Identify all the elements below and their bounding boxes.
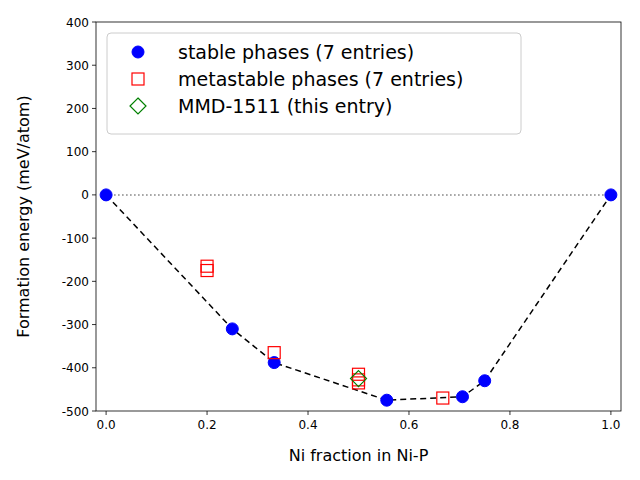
point xyxy=(437,392,449,404)
y-tick xyxy=(92,324,96,325)
point xyxy=(226,323,238,335)
y-tick-label: 300 xyxy=(66,59,89,73)
legend-box xyxy=(107,33,521,134)
line xyxy=(106,195,611,400)
legend-label: MMD-1511 (this entry) xyxy=(178,95,392,117)
y-tick xyxy=(92,238,96,239)
plot-marks xyxy=(100,189,617,406)
x-tick xyxy=(308,411,309,415)
point xyxy=(605,189,617,201)
y-tick xyxy=(92,22,96,23)
legend: stable phases (7 entries) metastable phas… xyxy=(107,33,521,134)
legend-marker xyxy=(132,73,144,85)
y-tick-label: -500 xyxy=(62,405,89,419)
x-tick-label: 1.0 xyxy=(601,418,620,432)
point xyxy=(201,260,213,272)
legend-marker xyxy=(132,46,144,58)
chart: 0.0 0.2 0.4 0.6 0.8 1.0 -500 -400 -300 -200 -100 0 1… xyxy=(0,0,640,480)
legend-marker xyxy=(130,98,146,114)
frame xyxy=(96,22,621,411)
y-tick-label: -300 xyxy=(62,318,89,332)
x-tick-label: 0.2 xyxy=(198,418,217,432)
x-tick xyxy=(610,411,611,415)
point xyxy=(100,189,112,201)
y-tick xyxy=(92,194,96,195)
x-tick xyxy=(408,411,409,415)
y-tick-label: 200 xyxy=(66,102,89,116)
line xyxy=(106,194,611,196)
y-tick xyxy=(92,108,96,109)
point xyxy=(479,375,491,387)
x-tick-label: 0.8 xyxy=(500,418,519,432)
y-tick xyxy=(92,411,96,412)
point xyxy=(381,394,393,406)
legend-label: metastable phases (7 entries) xyxy=(178,68,463,90)
y-axis-label: Formation energy (meV/atom) xyxy=(14,95,33,337)
y-tick xyxy=(92,281,96,282)
y-tick-label: -100 xyxy=(62,232,89,246)
point xyxy=(351,371,367,387)
x-tick-label: 0.6 xyxy=(399,418,418,432)
y-tick xyxy=(92,367,96,368)
x-axis-label: Ni fraction in Ni-P xyxy=(289,446,429,465)
x-tick-label: 0.4 xyxy=(298,418,317,432)
point xyxy=(456,391,468,403)
x-tick xyxy=(207,411,208,415)
y-tick xyxy=(92,151,96,152)
y-tick xyxy=(92,65,96,66)
point xyxy=(353,374,365,386)
y-tick-label: 0 xyxy=(81,188,89,202)
y-tick-label: 100 xyxy=(66,145,89,159)
x-tick xyxy=(106,411,107,415)
y-tick-label: -200 xyxy=(62,275,89,289)
x-tick-label: 0.0 xyxy=(97,418,116,432)
y-tick-label: 400 xyxy=(66,16,89,30)
y-tick-label: -400 xyxy=(62,361,89,375)
legend-label: stable phases (7 entries) xyxy=(178,41,414,63)
x-tick xyxy=(509,411,510,415)
point xyxy=(201,265,213,277)
point xyxy=(268,347,280,359)
